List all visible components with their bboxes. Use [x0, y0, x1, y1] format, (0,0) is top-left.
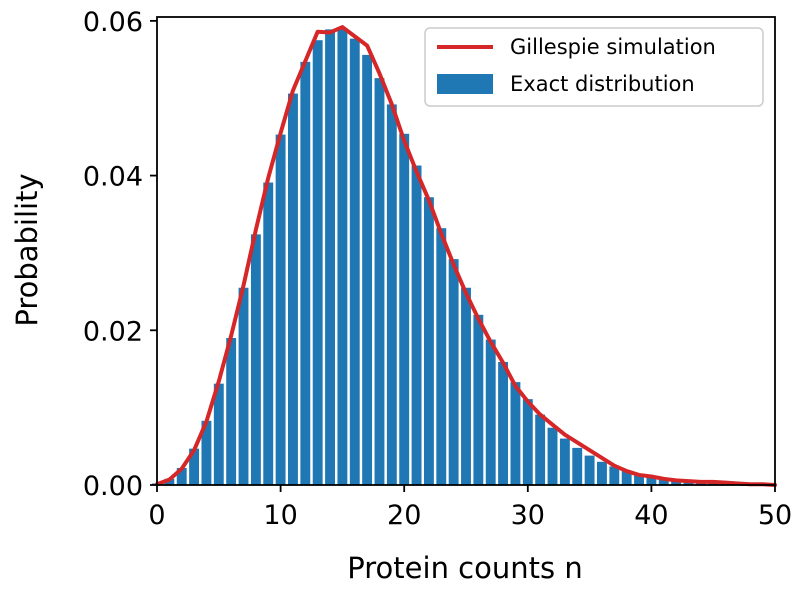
bar — [634, 474, 644, 485]
bar — [448, 259, 459, 485]
legend-label-gillespie: Gillespie simulation — [510, 35, 716, 59]
bar — [176, 467, 187, 485]
bar — [498, 362, 509, 485]
x-tick-label: 10 — [263, 500, 297, 531]
y-tick-label: 0.06 — [83, 7, 143, 38]
bar — [164, 478, 175, 485]
bar — [349, 38, 360, 485]
bar — [597, 461, 607, 485]
x-tick-label: 20 — [387, 500, 421, 531]
bar — [250, 234, 261, 485]
x-tick-label: 30 — [511, 500, 545, 531]
bars-group — [152, 29, 768, 486]
bar — [609, 466, 620, 485]
axes: 0 10 20 30 40 50 0.00 0.02 0.04 0.06 — [83, 7, 792, 531]
y-tick-label: 0.02 — [83, 316, 143, 347]
bar — [362, 54, 373, 485]
legend-label-exact: Exact distribution — [510, 72, 695, 96]
bar — [238, 287, 249, 485]
x-tick-label: 0 — [148, 500, 165, 531]
line-group — [155, 25, 777, 487]
bar — [337, 29, 348, 485]
bar — [288, 93, 298, 485]
bar — [300, 61, 311, 485]
x-axis-label: Protein counts n — [347, 551, 582, 585]
bar — [312, 40, 323, 486]
bar — [189, 448, 200, 485]
y-tick-label: 0.04 — [83, 162, 143, 193]
bar — [411, 165, 422, 485]
x-tick-label: 40 — [634, 500, 668, 531]
bar — [473, 314, 484, 485]
legend-box — [424, 27, 764, 107]
bar — [263, 182, 274, 485]
gillespie-line — [155, 25, 777, 487]
bar — [671, 480, 682, 485]
bar — [646, 476, 657, 485]
bar — [226, 338, 237, 485]
bar — [522, 399, 533, 485]
bar — [436, 228, 447, 485]
bar — [423, 197, 434, 485]
bar — [386, 104, 397, 486]
bar — [547, 427, 558, 485]
y-axis-label: Probability — [10, 173, 44, 326]
bar — [485, 339, 496, 485]
bar — [621, 471, 632, 485]
bar — [461, 287, 471, 485]
x-tick-label: 50 — [758, 500, 792, 531]
bar — [658, 478, 669, 485]
bar — [374, 78, 385, 485]
bar — [572, 447, 583, 485]
bar — [201, 420, 212, 485]
bar — [275, 134, 286, 485]
bar — [584, 455, 595, 485]
plot-frame — [156, 16, 776, 486]
y-tick-label: 0.00 — [83, 471, 143, 502]
bar — [559, 438, 570, 485]
legend: Gillespie simulation Exact distribution — [424, 27, 764, 107]
legend-bar-swatch — [437, 74, 493, 94]
bar — [510, 382, 521, 485]
bar — [535, 414, 546, 485]
bar — [325, 29, 335, 485]
bar — [399, 133, 410, 485]
bar — [213, 383, 224, 485]
